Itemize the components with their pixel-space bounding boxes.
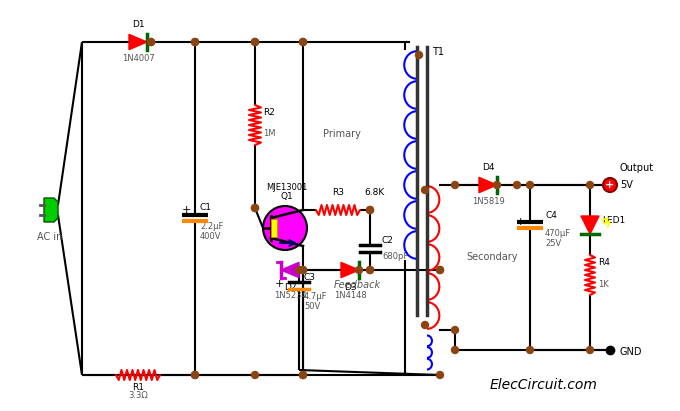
Text: 6.8K: 6.8K bbox=[364, 188, 384, 197]
Polygon shape bbox=[44, 198, 58, 222]
Circle shape bbox=[513, 182, 520, 189]
Text: R4: R4 bbox=[598, 258, 610, 267]
Circle shape bbox=[367, 266, 373, 273]
Text: GND: GND bbox=[620, 347, 643, 357]
Circle shape bbox=[252, 39, 258, 46]
Circle shape bbox=[252, 205, 258, 212]
Circle shape bbox=[356, 266, 362, 273]
Text: C2: C2 bbox=[382, 236, 394, 245]
Circle shape bbox=[148, 39, 154, 46]
Text: T1: T1 bbox=[432, 47, 444, 57]
Text: R2: R2 bbox=[263, 108, 275, 117]
Circle shape bbox=[252, 39, 258, 46]
Circle shape bbox=[526, 346, 534, 353]
Text: D1: D1 bbox=[132, 20, 144, 29]
Text: 3.3Ω: 3.3Ω bbox=[128, 391, 148, 400]
Text: Output: Output bbox=[620, 163, 654, 173]
Text: D2: D2 bbox=[284, 283, 296, 292]
Circle shape bbox=[367, 266, 373, 273]
Circle shape bbox=[299, 39, 307, 46]
Text: Secondary: Secondary bbox=[466, 252, 517, 263]
Circle shape bbox=[299, 266, 307, 273]
Circle shape bbox=[299, 372, 307, 379]
Text: 4.7μF
50V: 4.7μF 50V bbox=[304, 292, 328, 312]
Text: 1K: 1K bbox=[598, 280, 609, 289]
Circle shape bbox=[299, 39, 307, 46]
Circle shape bbox=[148, 39, 154, 46]
Circle shape bbox=[252, 205, 258, 212]
Text: 1N4148: 1N4148 bbox=[334, 291, 367, 300]
Text: MJE13001: MJE13001 bbox=[267, 183, 307, 192]
Circle shape bbox=[437, 266, 443, 273]
Text: Q1: Q1 bbox=[281, 192, 293, 201]
Text: 680pF: 680pF bbox=[382, 252, 408, 261]
Circle shape bbox=[299, 372, 307, 379]
Circle shape bbox=[299, 266, 307, 273]
Text: 1N4007: 1N4007 bbox=[122, 54, 154, 63]
Circle shape bbox=[422, 187, 428, 194]
Circle shape bbox=[263, 206, 307, 250]
Circle shape bbox=[422, 321, 428, 328]
Circle shape bbox=[452, 326, 458, 333]
Text: 1M: 1M bbox=[263, 129, 275, 138]
Polygon shape bbox=[341, 262, 359, 278]
Text: AC in: AC in bbox=[37, 232, 63, 242]
Circle shape bbox=[367, 206, 373, 213]
Polygon shape bbox=[129, 35, 147, 50]
Circle shape bbox=[526, 182, 534, 189]
Text: Primary: Primary bbox=[323, 129, 361, 139]
Text: D4: D4 bbox=[481, 163, 494, 172]
Bar bbox=[271, 219, 277, 237]
Circle shape bbox=[452, 346, 458, 353]
Text: +: + bbox=[182, 205, 191, 215]
Circle shape bbox=[603, 178, 617, 192]
Text: +: + bbox=[515, 217, 525, 227]
Polygon shape bbox=[581, 216, 599, 234]
Circle shape bbox=[586, 182, 594, 189]
Circle shape bbox=[192, 39, 199, 46]
Circle shape bbox=[192, 372, 199, 379]
Text: ElecCircuit.com: ElecCircuit.com bbox=[490, 378, 598, 392]
Circle shape bbox=[252, 372, 258, 379]
Text: 1N5234: 1N5234 bbox=[273, 291, 307, 300]
Circle shape bbox=[415, 51, 422, 58]
Text: C3: C3 bbox=[304, 273, 316, 282]
Text: 470μF
25V: 470μF 25V bbox=[545, 229, 571, 248]
Circle shape bbox=[437, 266, 443, 273]
Polygon shape bbox=[281, 262, 299, 278]
Polygon shape bbox=[479, 178, 497, 193]
Circle shape bbox=[437, 372, 443, 379]
Circle shape bbox=[452, 182, 458, 189]
Text: +: + bbox=[605, 180, 615, 190]
Text: Feedback: Feedback bbox=[334, 280, 381, 290]
Text: 2.2μF
400V: 2.2μF 400V bbox=[200, 222, 223, 241]
Text: +: + bbox=[275, 279, 284, 289]
Text: C4: C4 bbox=[545, 211, 557, 220]
Text: R1: R1 bbox=[132, 383, 144, 392]
Circle shape bbox=[586, 346, 594, 353]
Circle shape bbox=[192, 39, 199, 46]
Circle shape bbox=[494, 182, 500, 189]
Text: C1: C1 bbox=[200, 203, 212, 212]
Circle shape bbox=[192, 372, 199, 379]
Text: D3: D3 bbox=[343, 283, 356, 292]
Text: 5V: 5V bbox=[620, 180, 633, 190]
Text: 1N5819: 1N5819 bbox=[472, 197, 505, 206]
Circle shape bbox=[367, 206, 373, 213]
Text: LED1: LED1 bbox=[602, 215, 625, 224]
Text: R3: R3 bbox=[332, 188, 344, 197]
Circle shape bbox=[296, 266, 303, 273]
